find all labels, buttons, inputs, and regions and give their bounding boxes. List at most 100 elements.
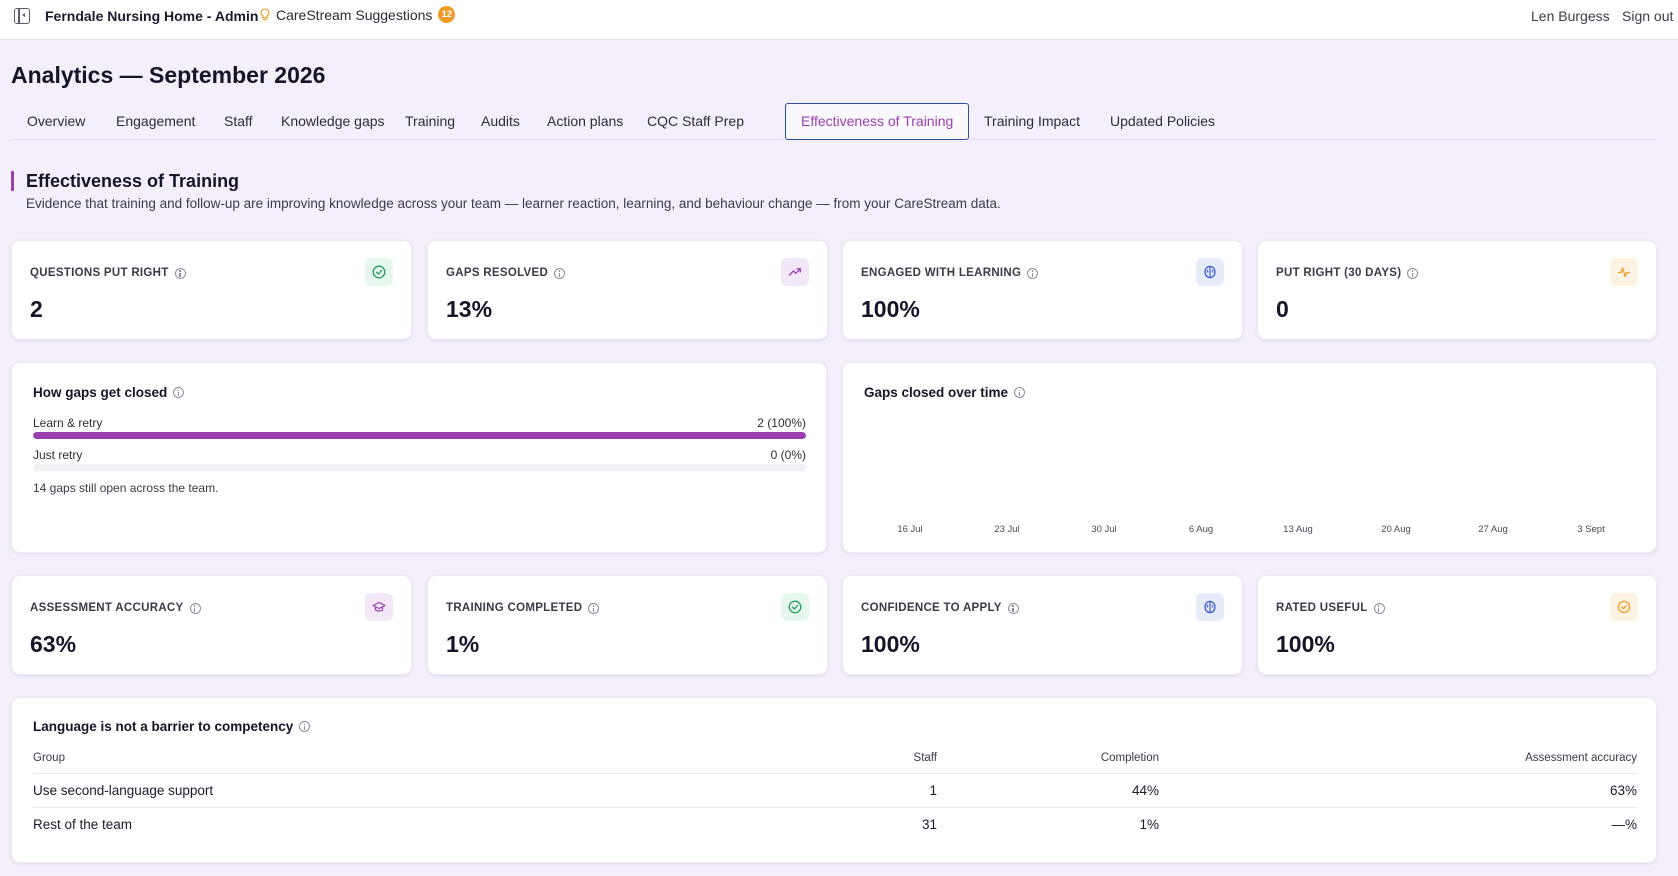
stat-label-wrap: CONFIDENCE TO APPLY <box>861 602 1019 614</box>
panel-title: How gaps get closed <box>33 385 168 400</box>
sidebar-toggle-icon[interactable] <box>14 8 30 24</box>
stat-card-put-right-30-days: PUT RIGHT (30 DAYS) 0 <box>1257 240 1657 340</box>
info-icon[interactable] <box>1014 387 1026 398</box>
table-title-wrap: Language is not a barrier to competency <box>33 719 311 734</box>
stat-card-rated-useful: RATED USEFUL 100% <box>1257 575 1657 675</box>
brain-icon <box>1196 593 1224 621</box>
tab-staff[interactable]: Staff <box>224 113 253 129</box>
stat-value: 0 <box>1276 296 1289 322</box>
cell-accuracy: —% <box>1611 817 1637 832</box>
stat-label: PUT RIGHT (30 DAYS) <box>1276 267 1402 279</box>
x-tick-label: 3 Sept <box>1577 524 1605 535</box>
info-icon[interactable] <box>1027 267 1039 279</box>
tab-updated-policies[interactable]: Updated Policies <box>1110 113 1216 129</box>
panel-title-wrap: How gaps get closed <box>33 385 185 400</box>
column-header-completion: Completion <box>1100 752 1159 764</box>
stat-card-gaps-resolved: GAPS RESOLVED 13% <box>427 240 828 340</box>
badge-check-icon <box>1610 593 1638 621</box>
check-circle-icon <box>781 593 809 621</box>
bar-track <box>33 432 806 439</box>
user-name[interactable]: Len Burgess <box>1531 8 1610 24</box>
tab-cqc-staff-prep[interactable]: CQC Staff Prep <box>647 113 745 129</box>
tab-engagement[interactable]: Engagement <box>116 113 196 129</box>
stat-label-wrap: RATED USEFUL <box>1276 602 1385 614</box>
stat-card-training-completed: TRAINING COMPLETED 1% <box>427 575 828 675</box>
stat-label: ASSESSMENT ACCURACY <box>30 602 184 614</box>
section-title: Effectiveness of Training <box>26 171 240 191</box>
cell-accuracy: 63% <box>1609 783 1637 798</box>
info-icon[interactable] <box>1373 602 1385 614</box>
table-row: Use second-language support 1 44% 63% <box>33 775 1637 808</box>
bar-fill <box>33 432 806 439</box>
info-icon[interactable] <box>588 602 600 614</box>
stat-value: 13% <box>446 296 493 322</box>
info-icon[interactable] <box>174 267 186 279</box>
stat-label-wrap: ASSESSMENT ACCURACY <box>30 602 201 614</box>
bar-value: 2 (100%) <box>757 416 806 430</box>
column-header-staff: Staff <box>913 752 937 764</box>
stat-label-wrap: ENGAGED WITH LEARNING <box>861 267 1039 279</box>
tab-training[interactable]: Training <box>405 113 456 129</box>
info-icon[interactable] <box>173 387 185 398</box>
bar-track <box>33 464 806 471</box>
suggestions-label: CareStream Suggestions <box>276 6 433 23</box>
info-icon[interactable] <box>299 721 311 732</box>
table-header: Group Staff Completion Assessment accura… <box>33 752 1637 774</box>
x-tick-label: 6 Aug <box>1188 524 1214 535</box>
tab-overview[interactable]: Overview <box>27 113 86 129</box>
stat-label: GAPS RESOLVED <box>446 267 549 279</box>
stat-label: RATED USEFUL <box>1276 602 1368 614</box>
check-circle-icon <box>365 258 393 286</box>
activity-icon <box>1610 258 1638 286</box>
table-title: Language is not a barrier to competency <box>33 719 294 734</box>
suggestions-count-badge: 12 <box>438 6 456 23</box>
stat-card-engaged-with-learning: ENGAGED WITH LEARNING 100% <box>842 240 1243 340</box>
open-gaps-note: 14 gaps still open across the team. <box>33 481 219 495</box>
info-icon[interactable] <box>554 267 566 279</box>
lightbulb-icon <box>260 8 270 20</box>
table-row: Rest of the team 31 1% —% <box>33 809 1637 842</box>
stat-value: 2 <box>30 296 43 322</box>
stat-card-questions-put-right: QUESTIONS PUT RIGHT 2 <box>11 240 412 340</box>
column-header-accuracy: Assessment accuracy <box>1525 752 1637 764</box>
brain-icon <box>1196 258 1224 286</box>
sign-out-link[interactable]: Sign out <box>1622 8 1674 24</box>
tab-knowledge-gaps[interactable]: Knowledge gaps <box>281 113 385 129</box>
info-icon[interactable] <box>1407 267 1419 279</box>
top-bar: Ferndale Nursing Home - Admin CareStream… <box>0 0 1678 40</box>
stat-label-wrap: QUESTIONS PUT RIGHT <box>30 267 186 279</box>
stat-label: CONFIDENCE TO APPLY <box>861 602 1002 614</box>
tab-action-plans[interactable]: Action plans <box>547 113 624 129</box>
suggestions-button[interactable]: CareStream Suggestions 12 <box>260 6 456 23</box>
stat-label-wrap: PUT RIGHT (30 DAYS) <box>1276 267 1419 279</box>
x-tick-label: 23 Jul <box>994 524 1020 535</box>
panel-title-wrap: Gaps closed over time <box>864 385 1026 400</box>
stat-value: 63% <box>30 631 77 657</box>
cell-completion: 1% <box>1139 817 1159 832</box>
stat-label: ENGAGED WITH LEARNING <box>861 267 1022 279</box>
stat-card-assessment-accuracy: ASSESSMENT ACCURACY 63% <box>11 575 412 675</box>
graduation-cap-icon <box>365 593 393 621</box>
stat-value: 1% <box>446 631 480 657</box>
tab-audits[interactable]: Audits <box>481 113 520 129</box>
language-table-panel: Language is not a barrier to competency … <box>11 697 1657 863</box>
stat-value: 100% <box>861 296 920 322</box>
tab-training-impact[interactable]: Training Impact <box>984 113 1080 129</box>
trending-up-icon <box>781 258 809 286</box>
info-icon[interactable] <box>1007 602 1019 614</box>
stat-label-wrap: TRAINING COMPLETED <box>446 602 600 614</box>
tab-bar: Overview Engagement Staff Knowledge gaps… <box>11 103 1657 140</box>
cell-completion: 44% <box>1131 783 1159 798</box>
x-tick-label: 20 Aug <box>1381 524 1411 535</box>
tab-effectiveness-of-training[interactable]: Effectiveness of Training <box>785 103 970 140</box>
bar-label: Learn & retry <box>33 416 103 430</box>
bar-label: Just retry <box>33 448 83 462</box>
section-accent-bar <box>11 171 14 191</box>
column-header-group: Group <box>33 752 65 764</box>
stat-value: 100% <box>1276 631 1335 657</box>
panel-title: Gaps closed over time <box>864 385 1009 400</box>
stat-label: TRAINING COMPLETED <box>446 602 583 614</box>
info-icon[interactable] <box>189 602 201 614</box>
cell-staff: 1 <box>929 783 937 798</box>
stat-label: QUESTIONS PUT RIGHT <box>30 267 169 279</box>
